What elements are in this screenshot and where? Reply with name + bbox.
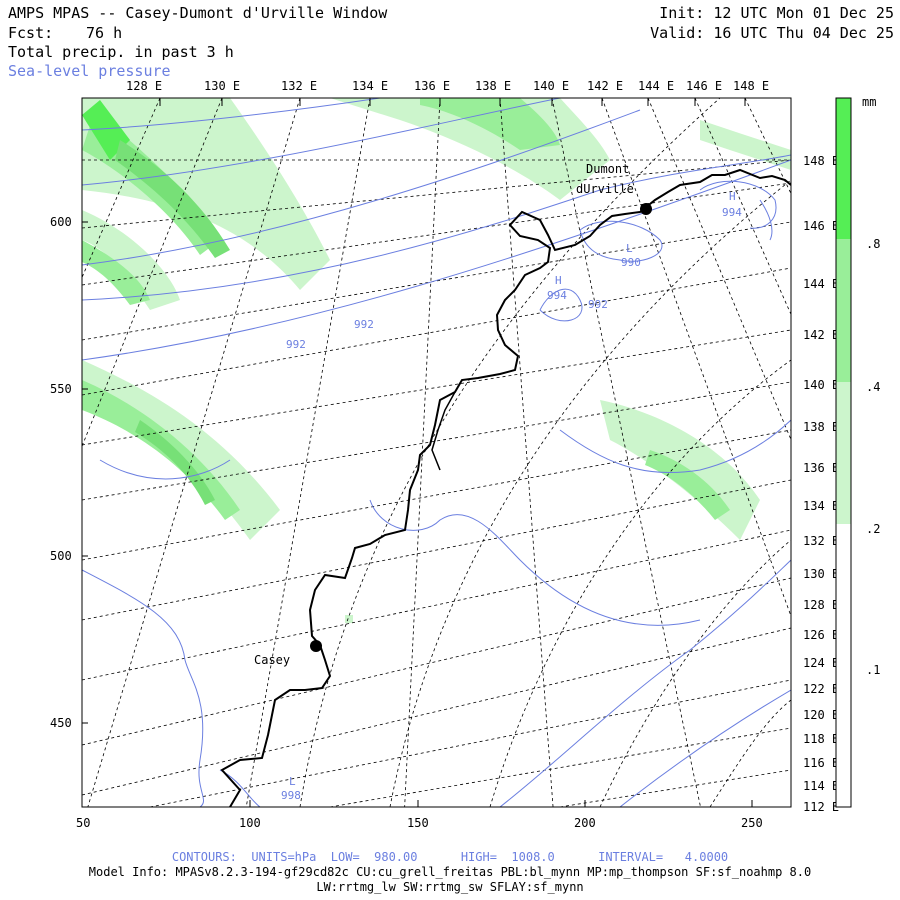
right-lon-label: 134 E	[803, 499, 839, 513]
pressure-label: 992	[354, 318, 374, 331]
colorbar-segment	[836, 524, 851, 665]
top-lon-label: 144 E	[638, 79, 674, 93]
low-marker: L	[289, 775, 296, 788]
top-lon-label: 140 E	[533, 79, 569, 93]
bottom-x-label: 250	[741, 816, 763, 830]
right-lon-label: 122 E	[803, 682, 839, 696]
left-ticks	[82, 221, 88, 724]
bottom-x-label: 50	[76, 816, 90, 830]
top-lon-label: 128 E	[126, 79, 162, 93]
high-marker: H	[555, 274, 562, 287]
pressure-label: 992	[286, 338, 306, 351]
right-lon-label: 112 E	[803, 800, 839, 814]
colorbar-segment	[836, 665, 851, 807]
right-lon-label: 136 E	[803, 461, 839, 475]
colorbar-tick: .1	[866, 663, 880, 677]
left-y-label: 500	[50, 549, 72, 563]
colorbar-segment	[836, 98, 851, 239]
bottom-x-label: 100	[239, 816, 261, 830]
colorbar-segment	[836, 239, 851, 382]
coastline	[220, 168, 791, 807]
colorbar-unit: mm	[862, 95, 876, 109]
top-lon-label: 132 E	[281, 79, 317, 93]
right-lon-label: 120 E	[803, 708, 839, 722]
pressure-label: 992	[588, 298, 608, 311]
forecast-label: Fcst:	[8, 24, 54, 42]
casey-label: Casey	[254, 653, 290, 667]
model-info-line2: LW:rrtmg_lw SW:rrtmg_sw SFLAY:sf_mynn	[316, 880, 584, 894]
left-y-label: 600	[50, 215, 72, 229]
dumont-label: Dumont	[586, 162, 629, 176]
colorbar-frame	[835, 97, 852, 808]
top-lon-label: 136 E	[414, 79, 450, 93]
colorbar-tick: .8	[866, 237, 880, 251]
dumont-durville-marker	[640, 203, 652, 215]
top-lon-label: 130 E	[204, 79, 240, 93]
right-lon-label: 118 E	[803, 732, 839, 746]
bottom-ticks	[81, 800, 753, 807]
model-info: Model Info: MPASv8.2.3-194-gf29cd82c CU:…	[88, 865, 812, 879]
top-axis-labels: 128 E 130 E 132 E 134 E 136 E 138 E 140 …	[126, 79, 769, 93]
pressure-label: 994	[547, 289, 567, 302]
bottom-x-label: 200	[574, 816, 596, 830]
top-lon-label: 148 E	[733, 79, 769, 93]
right-lon-label: 130 E	[803, 567, 839, 581]
right-lon-label: 126 E	[803, 628, 839, 642]
init-time: Init: 12 UTC Mon 01 Dec 25	[659, 4, 894, 22]
right-lon-label: 148 E	[803, 154, 839, 168]
right-lon-label: 128 E	[803, 598, 839, 612]
top-ticks	[159, 98, 746, 106]
colorbar-segment	[836, 382, 851, 524]
forecast-hours: 76 h	[86, 24, 123, 42]
valid-time: Valid: 16 UTC Thu 04 Dec 25	[650, 24, 894, 42]
high-marker: H	[729, 190, 736, 203]
colorbar-tick: .2	[866, 522, 880, 536]
pressure-label: 998	[281, 789, 301, 802]
casey-marker	[310, 640, 322, 652]
durville-label: dUrville	[576, 182, 634, 196]
contour-info: CONTOURS: UNITS=hPa LOW= 980.00 HIGH= 10…	[171, 850, 729, 864]
pressure-label: 994	[722, 206, 742, 219]
coastline-inner	[431, 391, 456, 471]
field-name: Total precip. in past 3 h	[8, 43, 234, 61]
colorbar: mm .8 .4 .2 .1	[835, 95, 880, 808]
colorbar-tick: .4	[866, 380, 880, 394]
right-lon-label: 138 E	[803, 420, 839, 434]
bottom-x-label: 150	[407, 816, 429, 830]
overlay-name: Sea-level pressure	[8, 62, 171, 80]
pressure-label: 990	[621, 256, 641, 269]
right-lon-label: 140 E	[803, 378, 839, 392]
top-lon-label: 138 E	[475, 79, 511, 93]
right-lon-label: 116 E	[803, 756, 839, 770]
plot-title: AMPS MPAS -- Casey-Dumont d'Urville Wind…	[8, 4, 388, 22]
right-lon-label: 144 E	[803, 277, 839, 291]
longitude-grid	[82, 98, 791, 807]
right-lon-label: 114 E	[803, 779, 839, 793]
left-y-label: 450	[50, 716, 72, 730]
top-lon-label: 142 E	[587, 79, 623, 93]
low-marker: L	[626, 242, 633, 255]
right-lon-label: 142 E	[803, 328, 839, 342]
right-lon-label: 124 E	[803, 656, 839, 670]
map-frame	[81, 97, 792, 808]
bottom-axis-labels: 50 100 150 200 250	[76, 816, 763, 830]
precip-shading	[82, 98, 791, 623]
right-axis-labels: 148 E 146 E 144 E 142 E 140 E 138 E 136 …	[803, 154, 839, 814]
left-y-label: 550	[50, 382, 72, 396]
top-lon-label: 134 E	[352, 79, 388, 93]
left-axis-labels: 600 550 500 450	[50, 215, 72, 730]
right-lon-label: 132 E	[803, 534, 839, 548]
right-lon-label: 146 E	[803, 219, 839, 233]
top-lon-label: 146 E	[686, 79, 722, 93]
pressure-contours	[82, 98, 791, 807]
